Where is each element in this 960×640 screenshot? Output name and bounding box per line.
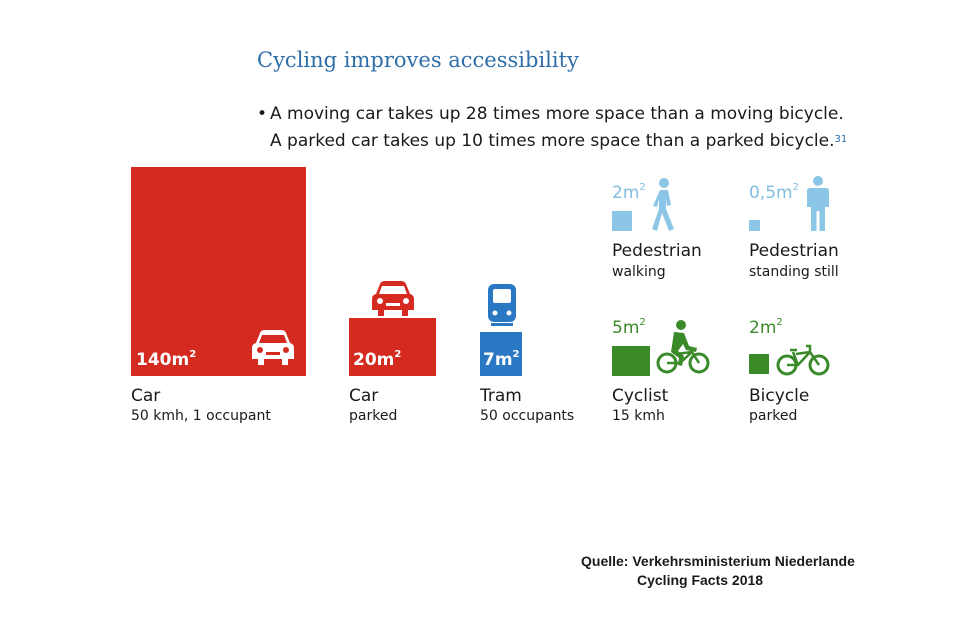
bicycle-parked-area-box (749, 354, 769, 374)
bullet-symbol: • (257, 104, 268, 124)
ped-walking-area: 2m (612, 183, 640, 203)
cyclist-label: Cyclist (612, 386, 669, 406)
car-parked-label: Car (349, 386, 379, 406)
source-line-2: Cycling Facts 2018 (637, 572, 764, 588)
tram-label: Tram (480, 386, 522, 406)
standing-person-icon (807, 176, 829, 231)
cyclist-area-box (612, 346, 650, 376)
cyclist-area-sup: 2 (639, 317, 646, 328)
bicycle-parked-area: 2m (749, 318, 777, 338)
ped-standing-label: Pedestrian (749, 241, 839, 261)
bicycle-icon (776, 344, 830, 376)
car-moving-label: Car (131, 386, 161, 406)
car-parked-sublabel: parked (349, 408, 398, 424)
car-parked-area-sup: 2 (394, 349, 402, 360)
page-title: Cycling improves accessibility (257, 48, 579, 72)
tram-sublabel: 50 occupants (480, 408, 575, 424)
tram-icon (488, 284, 516, 326)
tram-area: 7m (483, 350, 513, 370)
ped-standing-area-sup: 2 (792, 182, 799, 193)
car-moving-area: 140m (136, 350, 190, 370)
ped-walking-label: Pedestrian (612, 241, 702, 261)
cyclist-icon (656, 320, 710, 374)
bullet-line-1: A moving car takes up 28 times more spac… (270, 104, 844, 124)
ped-standing-area-box (749, 220, 760, 231)
footnote-ref: 31 (834, 134, 848, 145)
ped-walking-area-sup: 2 (639, 182, 646, 193)
car-front-icon (372, 281, 414, 316)
source-line-1: Quelle: Verkehrsministerium Niederlande (581, 553, 855, 569)
car-front-icon (252, 330, 294, 365)
car-moving-sublabel: 50 kmh, 1 occupant (131, 408, 271, 424)
tram-area-sup: 2 (512, 349, 520, 360)
car-parked-area: 20m (353, 350, 395, 370)
ped-standing-area: 0,5m (749, 183, 793, 203)
bicycle-parked-sublabel: parked (749, 408, 798, 424)
car-parked-area-box: 20m2 (349, 318, 436, 376)
bullet-line-2: A parked car takes up 10 times more spac… (270, 131, 835, 151)
bicycle-parked-label: Bicycle (749, 386, 810, 406)
ped-standing-sublabel: standing still (749, 264, 839, 280)
bicycle-parked-area-sup: 2 (776, 317, 783, 328)
tram-area-box: 7m2 (480, 332, 522, 376)
car-moving-area-box: 140m2 (131, 167, 306, 376)
walking-person-icon (652, 178, 674, 231)
cyclist-sublabel: 15 kmh (612, 408, 665, 424)
ped-walking-area-box (612, 211, 632, 231)
cyclist-area: 5m (612, 318, 640, 338)
ped-walking-sublabel: walking (612, 264, 666, 280)
car-moving-area-sup: 2 (189, 349, 197, 360)
